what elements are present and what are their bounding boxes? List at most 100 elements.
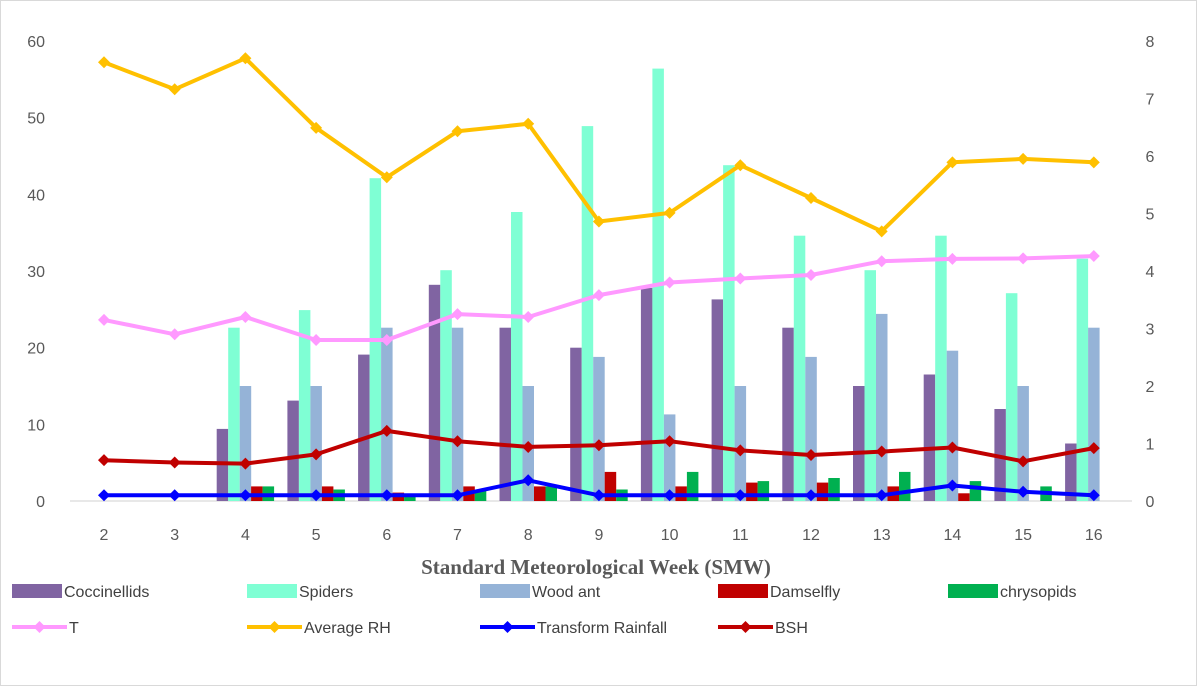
marker-average-rh bbox=[592, 215, 605, 228]
bar-spiders bbox=[1076, 258, 1089, 501]
marker-t bbox=[946, 252, 959, 265]
bar-spiders bbox=[440, 270, 452, 501]
bar-coccinellids bbox=[640, 287, 653, 501]
marker-bsh bbox=[451, 435, 464, 448]
x-axis-tick: 14 bbox=[944, 527, 962, 544]
marker-bsh bbox=[946, 441, 959, 454]
marker-transform-rainfall bbox=[98, 489, 110, 502]
right-axis-tick: 7 bbox=[1146, 92, 1155, 109]
bar-coccinellids bbox=[570, 347, 582, 501]
marker-transform-rainfall bbox=[1017, 485, 1030, 498]
marker-transform-rainfall bbox=[168, 489, 181, 502]
marker-transform-rainfall bbox=[875, 489, 888, 502]
marker-t bbox=[522, 311, 535, 323]
bar-damselfly bbox=[534, 486, 546, 501]
marker-bsh bbox=[663, 435, 676, 448]
marker-average-rh bbox=[1087, 156, 1100, 169]
bar-wood-ant bbox=[381, 327, 393, 501]
x-axis-tick: 9 bbox=[594, 527, 603, 544]
marker-transform-rainfall bbox=[380, 489, 393, 502]
bar-chrysopids bbox=[899, 471, 911, 501]
marker-transform-rainfall bbox=[451, 489, 464, 502]
x-axis-tick: 16 bbox=[1085, 527, 1103, 544]
legend-label-spiders: Spiders bbox=[299, 584, 353, 601]
marker-bsh bbox=[310, 448, 323, 461]
bar-spiders bbox=[1005, 293, 1018, 501]
marker-average-rh bbox=[522, 117, 535, 130]
left-axis-tick: 30 bbox=[27, 264, 45, 281]
bar-spiders bbox=[511, 212, 523, 501]
legend-marker-transform-rainfall bbox=[501, 621, 514, 633]
marker-t bbox=[663, 276, 676, 289]
bar-chrysopids bbox=[686, 471, 699, 501]
right-axis-tick: 2 bbox=[1146, 379, 1155, 396]
marker-t bbox=[1087, 250, 1100, 263]
marker-bsh bbox=[875, 445, 888, 458]
marker-t bbox=[310, 334, 323, 346]
marker-average-rh bbox=[734, 159, 747, 172]
marker-average-rh bbox=[946, 156, 959, 169]
marker-transform-rainfall bbox=[592, 489, 605, 502]
legend-marker-t bbox=[33, 621, 46, 633]
legend-label-bsh: BSH bbox=[775, 620, 808, 637]
right-axis-tick: 0 bbox=[1146, 494, 1155, 511]
marker-average-rh bbox=[310, 121, 323, 134]
left-axis-tick: 40 bbox=[27, 187, 45, 204]
marker-average-rh bbox=[451, 125, 464, 138]
marker-t bbox=[380, 334, 393, 346]
legend-marker-average-rh bbox=[268, 621, 281, 633]
marker-t bbox=[168, 328, 181, 341]
x-axis-tick: 11 bbox=[732, 527, 749, 544]
x-axis-tick: 12 bbox=[802, 527, 820, 544]
bar-spiders bbox=[935, 235, 947, 501]
marker-bsh bbox=[592, 439, 605, 452]
legend-swatch-chrysopids bbox=[948, 584, 998, 598]
marker-transform-rainfall bbox=[946, 479, 959, 492]
bar-wood-ant bbox=[734, 386, 747, 501]
right-axis-tick: 4 bbox=[1146, 264, 1155, 281]
marker-average-rh bbox=[98, 56, 110, 69]
bar-chrysopids bbox=[474, 489, 487, 501]
marker-bsh bbox=[380, 424, 393, 437]
bar-coccinellids bbox=[853, 386, 865, 501]
x-axis-tick: 3 bbox=[170, 527, 179, 544]
bar-spiders bbox=[723, 165, 735, 501]
marker-average-rh bbox=[1017, 152, 1030, 165]
legend-label-coccinellids: Coccinellids bbox=[64, 584, 149, 601]
legend-marker-bsh bbox=[739, 621, 752, 633]
marker-average-rh bbox=[663, 206, 676, 219]
marker-bsh bbox=[522, 440, 535, 453]
marker-t bbox=[592, 289, 605, 302]
left-axis-tick: 0 bbox=[36, 494, 45, 511]
bar-spiders bbox=[864, 270, 876, 501]
marker-transform-rainfall bbox=[1087, 489, 1100, 502]
marker-t bbox=[98, 313, 110, 326]
bar-wood-ant bbox=[310, 386, 322, 501]
marker-bsh bbox=[239, 457, 252, 470]
bar-damselfly bbox=[746, 482, 758, 501]
left-axis-tick: 60 bbox=[27, 34, 45, 51]
x-axis-tick: 13 bbox=[873, 527, 891, 544]
bar-coccinellids bbox=[782, 327, 794, 501]
bar-spiders bbox=[228, 327, 240, 501]
x-axis-tick: 2 bbox=[100, 527, 109, 544]
left-axis-tick: 50 bbox=[27, 111, 45, 128]
left-axis-tick: 20 bbox=[27, 341, 45, 358]
bar-spiders bbox=[581, 126, 594, 501]
bar-coccinellids bbox=[923, 374, 936, 501]
x-axis-tick: 10 bbox=[661, 527, 679, 544]
marker-average-rh bbox=[239, 52, 252, 65]
bar-coccinellids bbox=[711, 299, 724, 501]
bar-chrysopids bbox=[404, 494, 416, 501]
legend-label-chrysopids: chrysopids bbox=[1000, 584, 1076, 601]
right-axis-tick: 6 bbox=[1146, 149, 1155, 166]
legend-swatch-spiders bbox=[247, 584, 297, 598]
bar-coccinellids bbox=[428, 284, 441, 501]
marker-transform-rainfall bbox=[310, 489, 323, 502]
legend-label-average-rh: Average RH bbox=[304, 620, 391, 637]
marker-average-rh bbox=[168, 83, 181, 96]
marker-bsh bbox=[1087, 442, 1100, 455]
right-axis-tick: 1 bbox=[1146, 437, 1155, 454]
bar-chrysopids bbox=[828, 478, 840, 501]
